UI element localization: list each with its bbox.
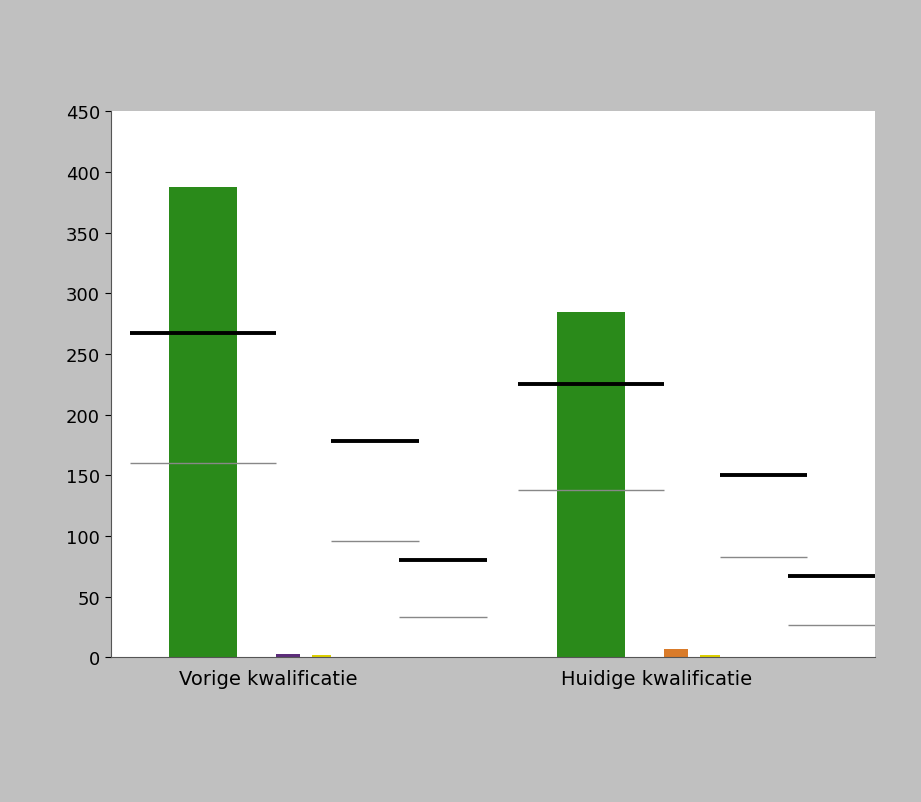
Bar <box>312 655 332 658</box>
Bar <box>275 654 300 658</box>
Bar <box>557 312 625 658</box>
Bar <box>169 188 237 658</box>
Bar <box>700 655 719 658</box>
Bar <box>664 649 688 658</box>
